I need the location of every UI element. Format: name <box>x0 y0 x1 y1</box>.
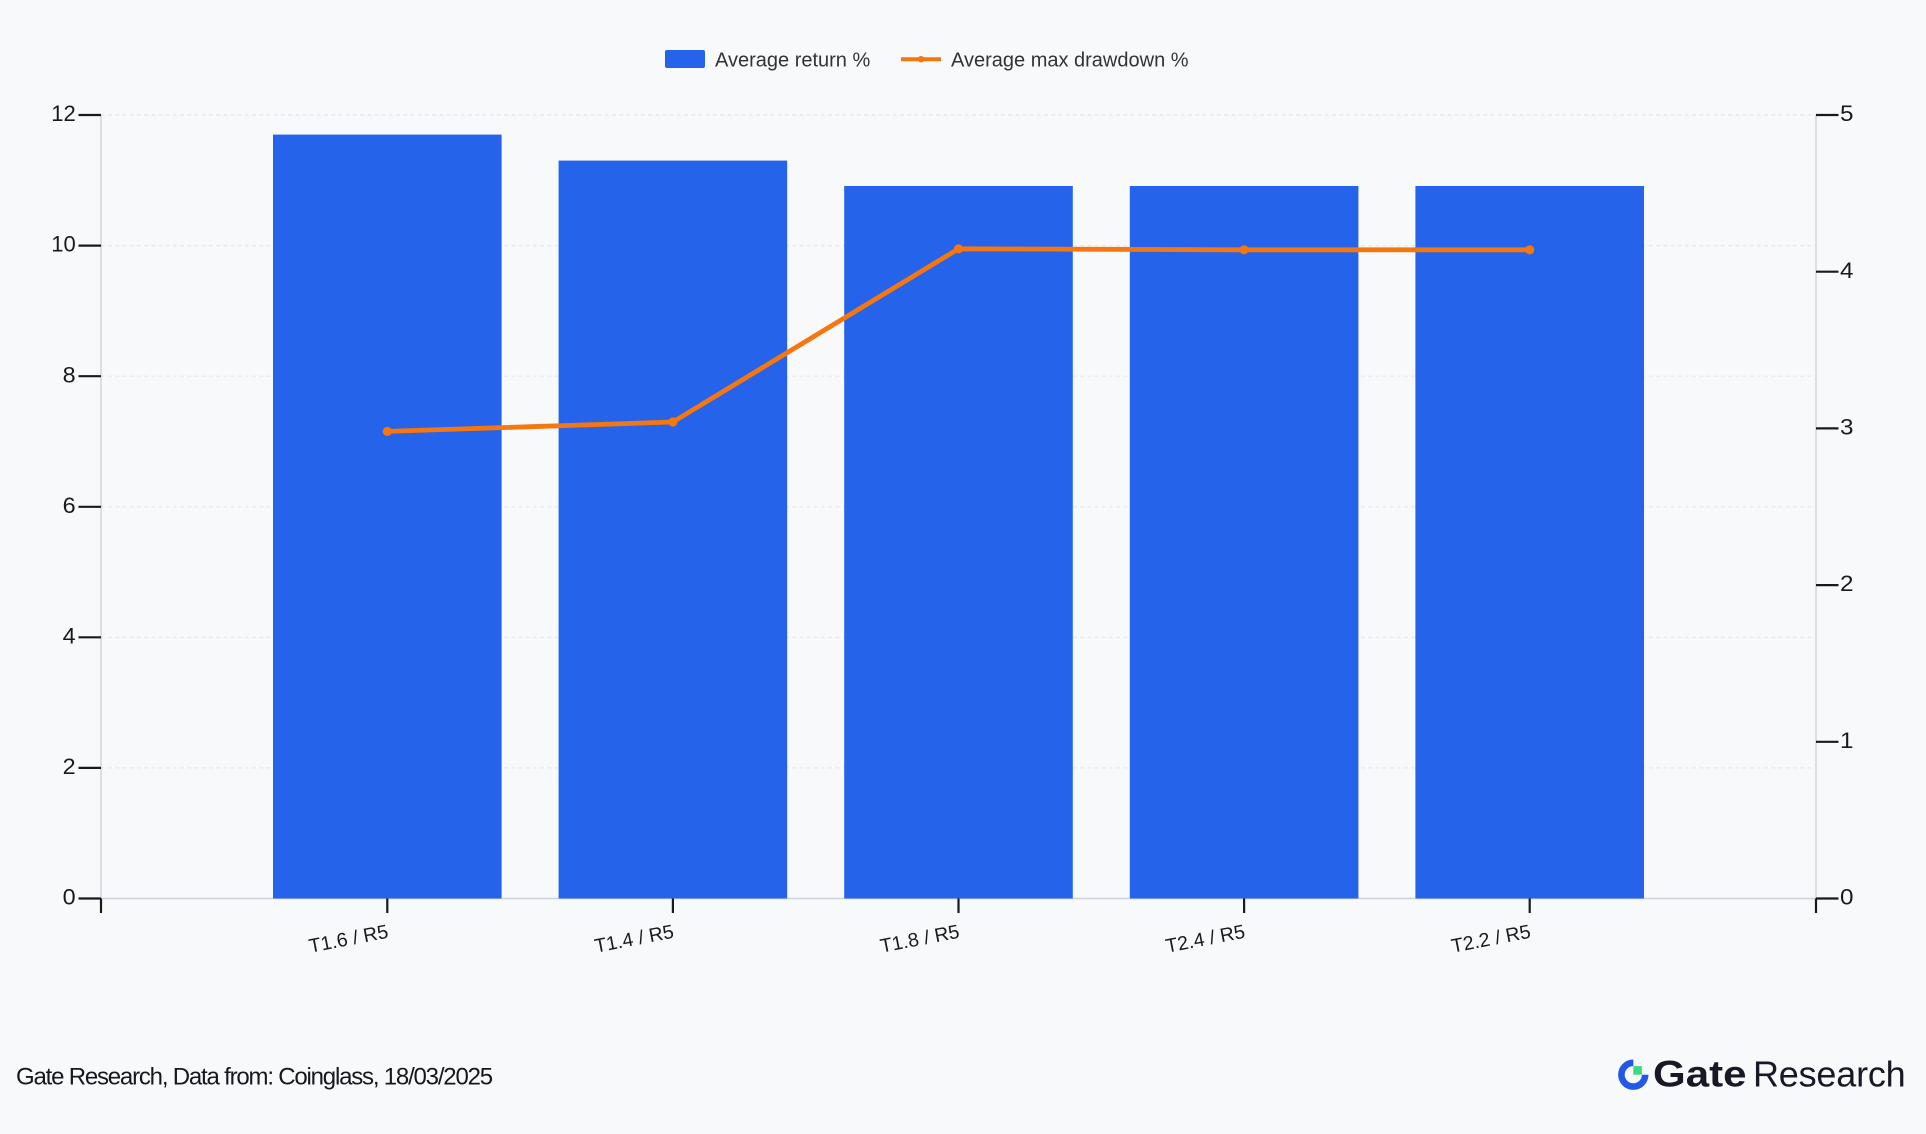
svg-text:8: 8 <box>63 362 76 387</box>
svg-text:5: 5 <box>1840 101 1854 126</box>
svg-text:3: 3 <box>1840 415 1854 440</box>
svg-text:6: 6 <box>63 493 76 518</box>
svg-text:2: 2 <box>1840 571 1854 596</box>
svg-text:Gate Research, Data from: Coin: Gate Research, Data from: Coinglass, 18/… <box>16 1064 493 1091</box>
svg-text:Average return %: Average return % <box>715 50 870 72</box>
svg-text:12: 12 <box>51 101 75 126</box>
svg-text:Average max drawdown %: Average max drawdown % <box>951 50 1189 72</box>
svg-text:Gate: Gate <box>1653 1054 1747 1095</box>
svg-text:0: 0 <box>1840 885 1854 910</box>
svg-text:10: 10 <box>51 232 75 257</box>
svg-text:1: 1 <box>1840 728 1854 753</box>
svg-text:4: 4 <box>63 623 76 648</box>
svg-text:2: 2 <box>63 754 76 779</box>
svg-text:Research: Research <box>1753 1054 1905 1095</box>
svg-text:4: 4 <box>1840 258 1854 283</box>
svg-text:0: 0 <box>63 885 76 910</box>
